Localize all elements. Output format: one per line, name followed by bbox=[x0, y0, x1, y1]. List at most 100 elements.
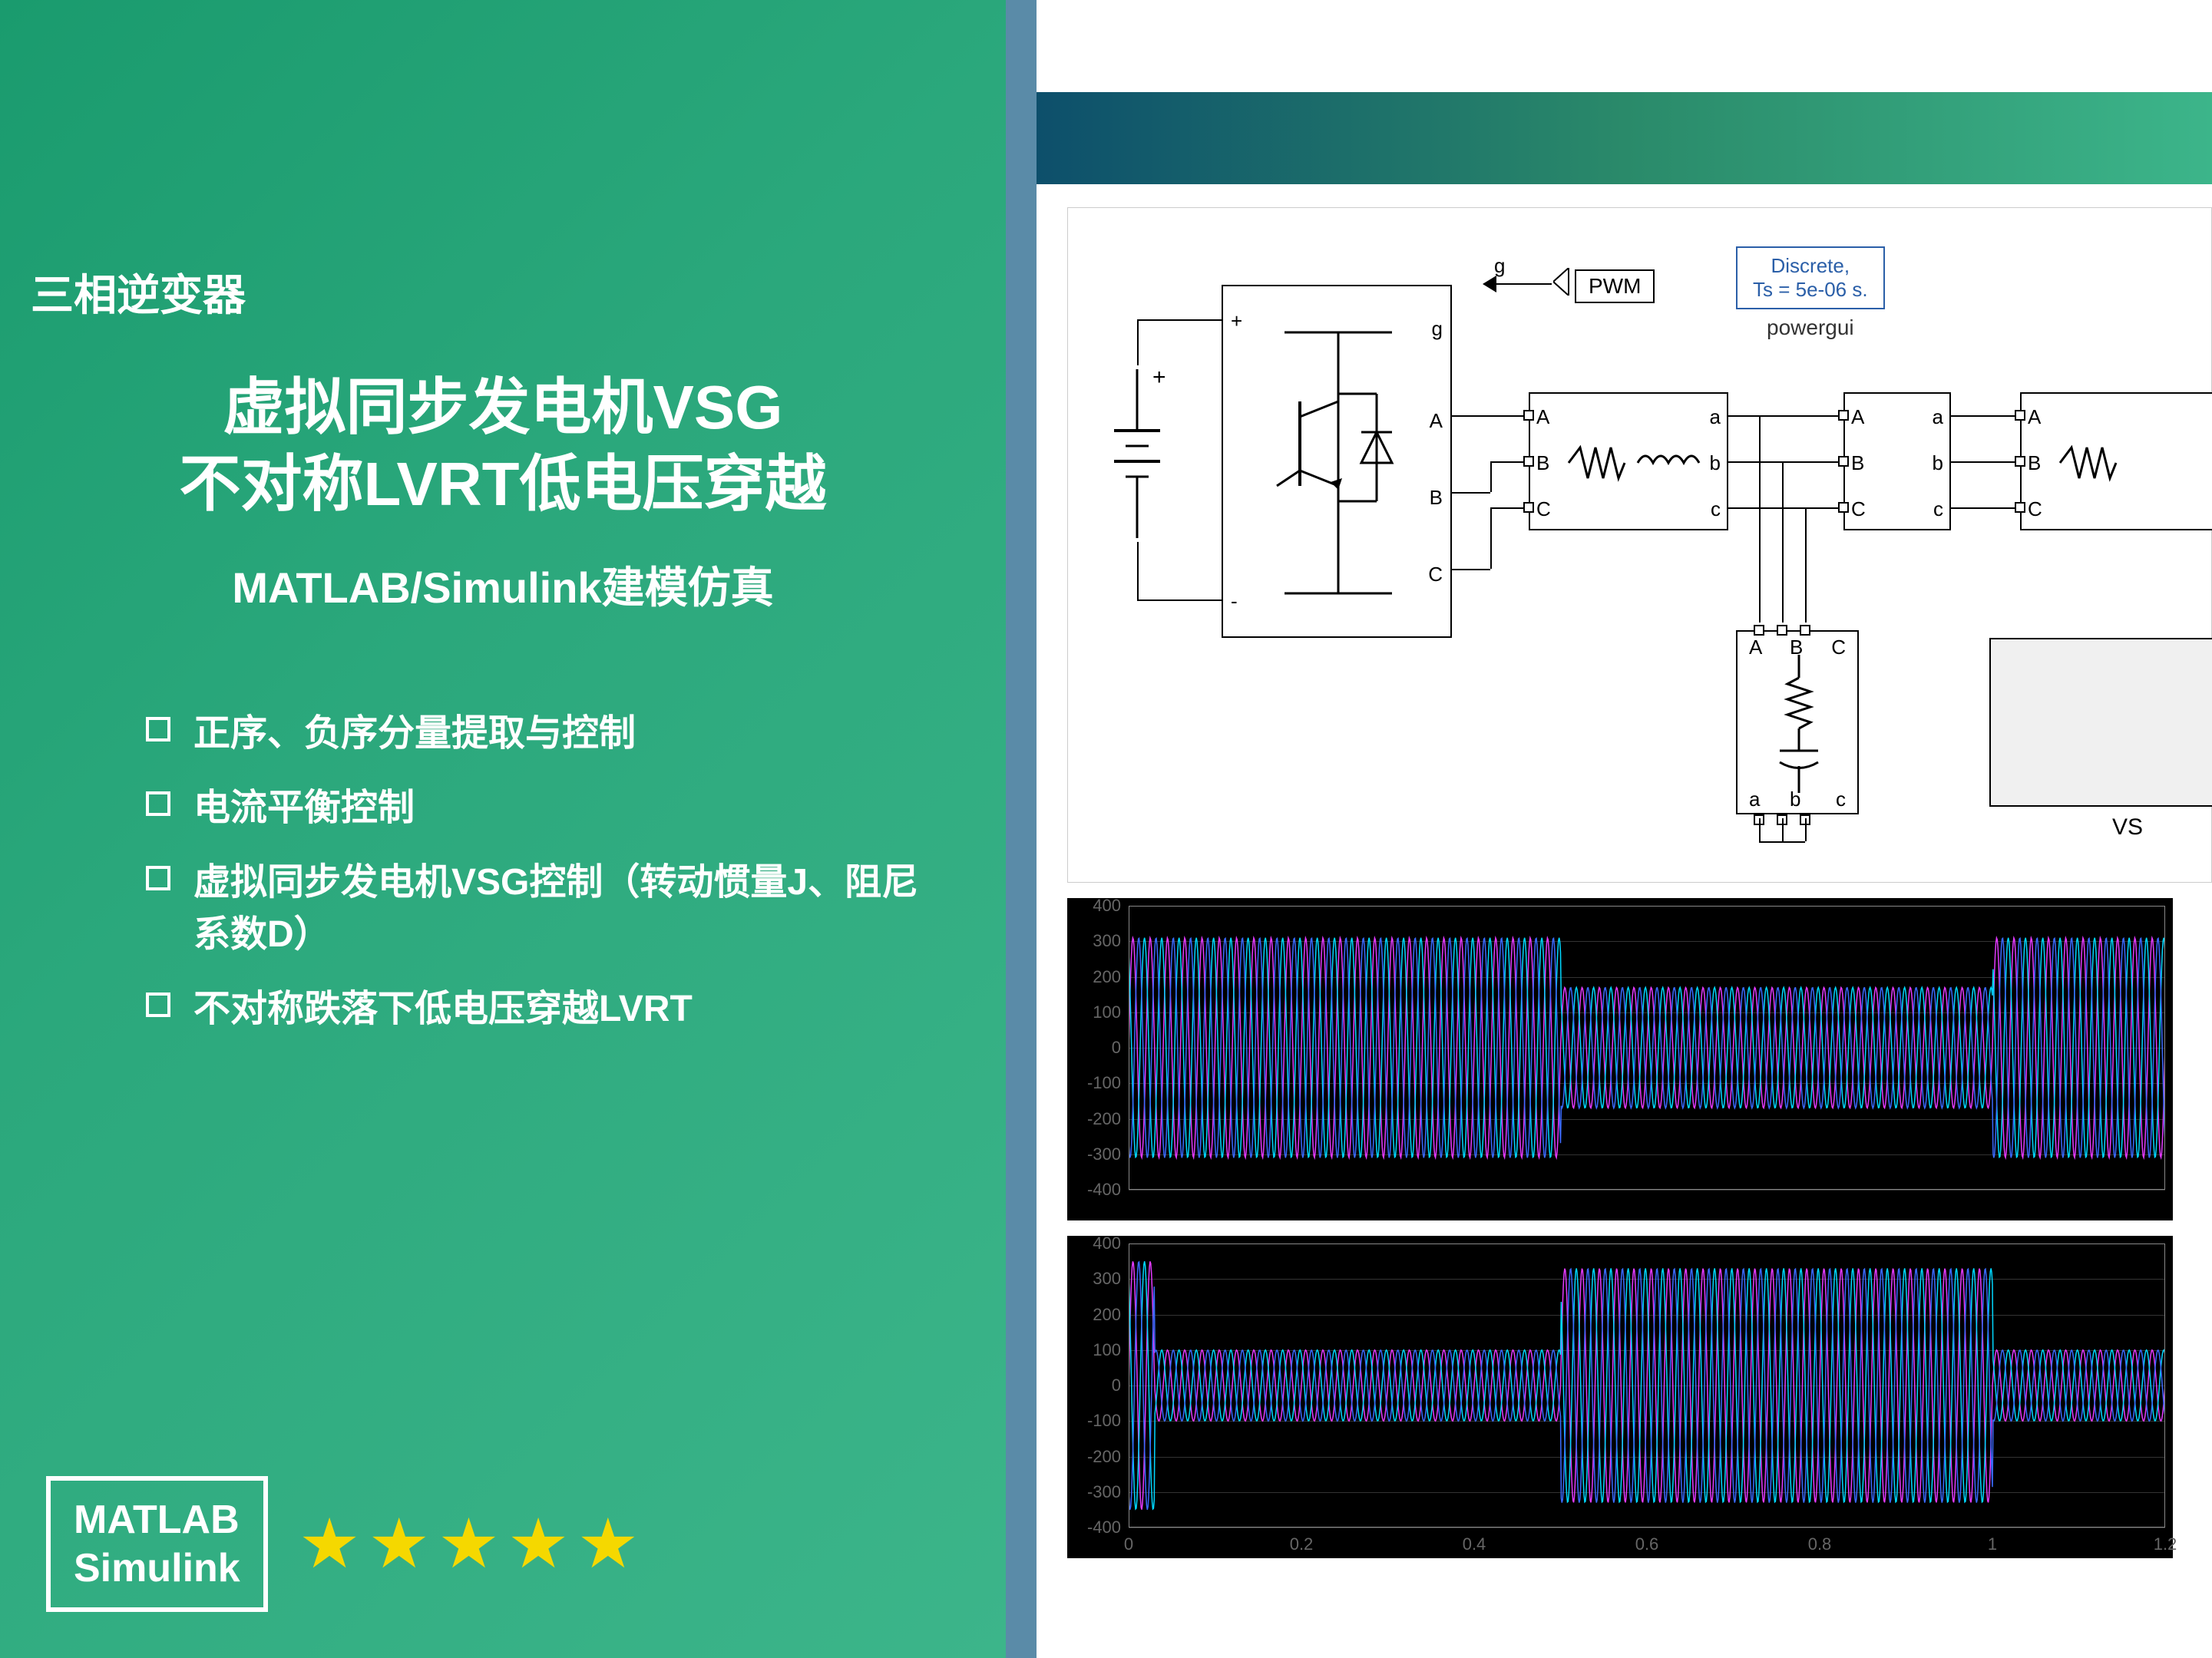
wire bbox=[1137, 319, 1222, 321]
grid-line bbox=[1129, 1190, 2165, 1191]
category-label: 三相逆变器 bbox=[31, 261, 975, 323]
port-box bbox=[1838, 410, 1849, 421]
port-box bbox=[1838, 456, 1849, 467]
rc-icon bbox=[1738, 632, 1860, 816]
voltage-chart: -400-300-200-1000100200300400 bbox=[1067, 898, 2173, 1220]
load-block: A B C a b c bbox=[1736, 630, 1859, 814]
wire bbox=[1951, 507, 2020, 509]
chart-axes bbox=[1129, 1244, 2165, 1528]
port-g: g bbox=[1432, 317, 1443, 341]
matlab-line-1: MATLAB bbox=[74, 1496, 240, 1544]
inductor-icon bbox=[1530, 394, 1730, 532]
wire bbox=[1951, 415, 2020, 417]
chart-axes bbox=[1129, 906, 2165, 1190]
port-box bbox=[1523, 502, 1534, 513]
star-rating: ★★★★★ bbox=[299, 1504, 639, 1584]
bullet-icon bbox=[146, 866, 170, 890]
wire bbox=[1759, 415, 1761, 623]
bullet-text: 虚拟同步发电机VSG控制（转动惯量J、阻尼系数D） bbox=[193, 857, 929, 959]
wire bbox=[1452, 415, 1490, 417]
x-tick: 0.2 bbox=[1290, 1534, 1314, 1554]
matlab-line-2: Simulink bbox=[74, 1544, 240, 1592]
wire bbox=[1728, 461, 1843, 463]
y-tick: 100 bbox=[1067, 1002, 1121, 1022]
pwm-tag: PWM bbox=[1575, 269, 1655, 303]
bullet-text: 不对称跌落下低电压穿越LVRT bbox=[193, 983, 693, 1035]
divider-strip bbox=[1006, 0, 1037, 1658]
inductor-icon bbox=[2022, 394, 2212, 532]
y-tick: 400 bbox=[1067, 1234, 1121, 1253]
simulink-diagram: + + - A B C g PWM g Discrete, Ts = 5e-06… bbox=[1067, 207, 2212, 883]
powergui-line1: Discrete, bbox=[1753, 254, 1868, 278]
wire bbox=[1137, 599, 1222, 601]
bullet-list: 正序、负序分量提取与控制电流平衡控制虚拟同步发电机VSG控制（转动惯量J、阻尼系… bbox=[146, 708, 929, 1035]
y-tick: 200 bbox=[1067, 967, 1121, 987]
wire bbox=[1452, 492, 1490, 494]
y-tick: 400 bbox=[1067, 896, 1121, 916]
x-tick: 1 bbox=[1988, 1534, 1997, 1554]
wire bbox=[1452, 569, 1490, 570]
svg-text:+: + bbox=[1152, 365, 1166, 390]
right-panel: + + - A B C g PWM g Discrete, Ts = 5e-06… bbox=[1037, 0, 2212, 1658]
vs-subsystem bbox=[1989, 638, 2212, 807]
title-line-1: 虚拟同步发电机VSG bbox=[46, 369, 960, 446]
wire bbox=[1782, 461, 1784, 623]
powergui-block: Discrete, Ts = 5e-06 s. bbox=[1736, 246, 1885, 309]
wire bbox=[1951, 461, 2020, 463]
bullet-icon bbox=[146, 717, 170, 741]
port-b: B bbox=[1430, 486, 1443, 510]
wire bbox=[1490, 507, 1492, 569]
port-box bbox=[1754, 625, 1764, 636]
port-a: A bbox=[1430, 409, 1443, 433]
y-tick: 200 bbox=[1067, 1305, 1121, 1325]
g-label: g bbox=[1494, 254, 1505, 278]
star-icon: ★ bbox=[508, 1504, 570, 1584]
star-icon: ★ bbox=[577, 1504, 639, 1584]
bullet-item: 电流平衡控制 bbox=[146, 782, 929, 834]
y-tick: -100 bbox=[1067, 1073, 1121, 1093]
wire bbox=[1490, 283, 1552, 285]
y-tick: 0 bbox=[1067, 1376, 1121, 1395]
y-tick: -300 bbox=[1067, 1482, 1121, 1502]
bottom-row: MATLAB Simulink ★★★★★ bbox=[46, 1476, 639, 1612]
bullet-icon bbox=[146, 992, 170, 1017]
y-tick: 0 bbox=[1067, 1038, 1121, 1058]
port-box bbox=[1838, 502, 1849, 513]
battery-icon: + bbox=[1099, 362, 1175, 546]
subtitle: MATLAB/Simulink建模仿真 bbox=[31, 553, 975, 616]
y-tick: -200 bbox=[1067, 1109, 1121, 1129]
star-icon: ★ bbox=[438, 1504, 500, 1584]
bullet-item: 不对称跌落下低电压穿越LVRT bbox=[146, 983, 929, 1035]
powergui-label: powergui bbox=[1767, 315, 1854, 340]
port-box bbox=[2015, 456, 2025, 467]
wire bbox=[1805, 818, 1807, 841]
bullet-item: 正序、负序分量提取与控制 bbox=[146, 708, 929, 759]
wire bbox=[1490, 461, 1492, 492]
star-icon: ★ bbox=[368, 1504, 430, 1584]
wire bbox=[1728, 415, 1843, 417]
main-title: 虚拟同步发电机VSG 不对称LVRT低电压穿越 bbox=[46, 369, 960, 523]
igbt-icon bbox=[1223, 286, 1453, 639]
x-tick: 1.2 bbox=[2154, 1534, 2177, 1554]
y-tick: -400 bbox=[1067, 1518, 1121, 1537]
x-tick: 0.4 bbox=[1463, 1534, 1486, 1554]
wire bbox=[1782, 818, 1784, 841]
filter-block: A B C a b c bbox=[1529, 392, 1728, 530]
dc-source-block: + bbox=[1099, 362, 1175, 546]
port-box bbox=[1523, 410, 1534, 421]
left-panel: 三相逆变器 虚拟同步发电机VSG 不对称LVRT低电压穿越 MATLAB/Sim… bbox=[0, 0, 1006, 1658]
y-tick: -400 bbox=[1067, 1180, 1121, 1200]
port-box bbox=[1523, 456, 1534, 467]
vs-label: VS bbox=[2112, 814, 2143, 841]
y-tick: -100 bbox=[1067, 1411, 1121, 1431]
tag-arrow-icon bbox=[1553, 268, 1645, 296]
title-line-2: 不对称LVRT低电压穿越 bbox=[46, 446, 960, 523]
y-tick: -300 bbox=[1067, 1144, 1121, 1164]
y-tick: -200 bbox=[1067, 1447, 1121, 1467]
wire bbox=[1728, 507, 1843, 509]
arrow-icon bbox=[1483, 276, 1496, 292]
y-tick: 100 bbox=[1067, 1340, 1121, 1360]
inverter-block: + - A B C g bbox=[1222, 285, 1452, 638]
port-c: C bbox=[1428, 563, 1443, 586]
y-tick: 300 bbox=[1067, 1269, 1121, 1289]
